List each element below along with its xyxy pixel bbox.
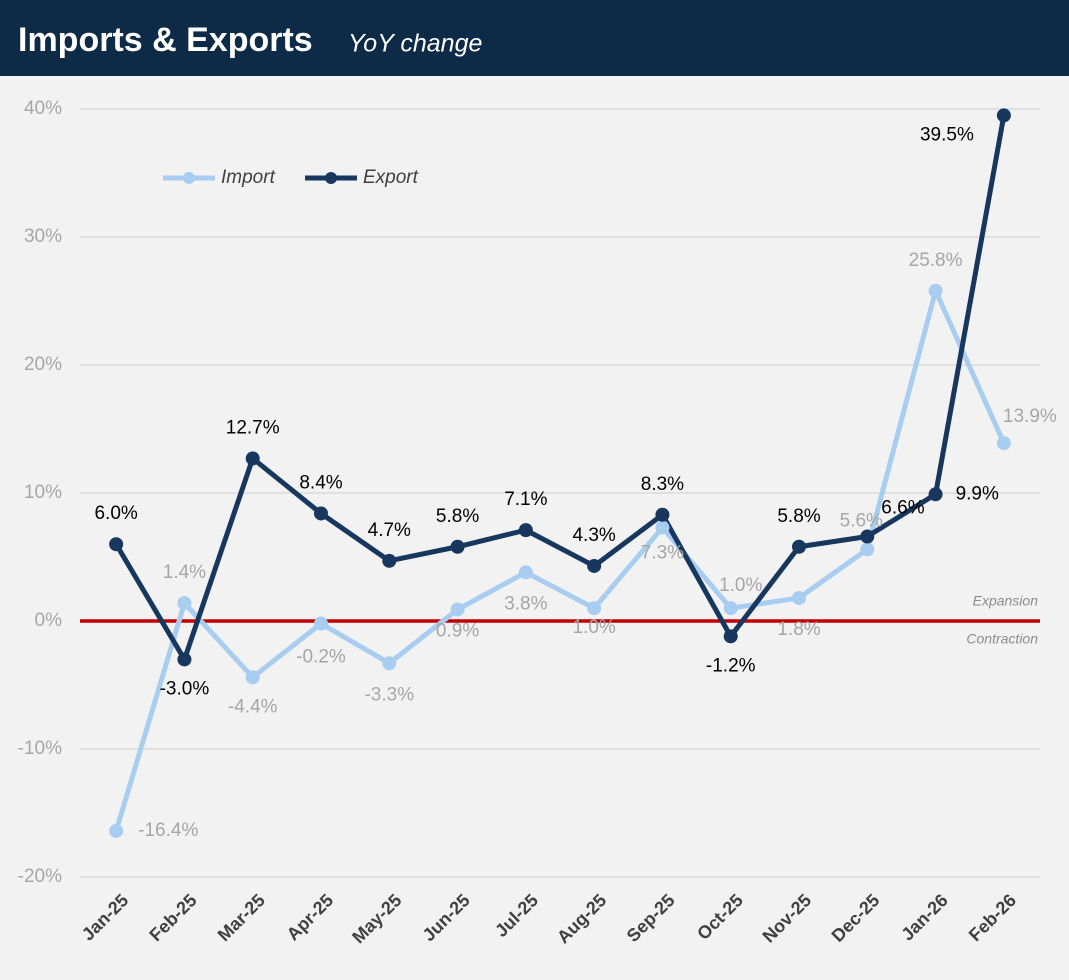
y-tick-label: 0%	[35, 610, 63, 631]
data-point	[518, 523, 533, 538]
data-point	[587, 601, 602, 616]
data-label: 7.1%	[504, 489, 547, 510]
data-label: 6.6%	[881, 498, 924, 519]
data-label: 1.4%	[163, 562, 206, 583]
series-line	[113, 114, 1007, 662]
data-label: 1.0%	[572, 617, 615, 638]
data-point	[792, 539, 806, 554]
data-label: -0.2%	[296, 647, 346, 668]
data-label: 8.3%	[641, 474, 684, 495]
data-point	[723, 601, 738, 616]
chart-title: Imports & Exports	[18, 21, 313, 59]
data-label: 6.0%	[94, 503, 137, 524]
y-tick-label: 20%	[24, 354, 62, 375]
data-point	[996, 108, 1011, 123]
data-label: 1.8%	[777, 619, 820, 640]
data-point	[109, 823, 124, 838]
data-point	[382, 656, 397, 671]
series-line	[113, 288, 1007, 832]
chart-subtitle: YoY change	[348, 30, 482, 58]
y-tick-label: 40%	[24, 98, 62, 119]
data-point	[177, 596, 192, 611]
header	[0, 0, 1069, 76]
data-point	[314, 506, 328, 521]
data-point	[792, 590, 806, 605]
data-label: 9.9%	[956, 483, 999, 504]
data-point	[928, 283, 943, 298]
data-point	[928, 487, 943, 502]
data-point	[382, 553, 397, 568]
data-label: -16.4%	[138, 820, 198, 841]
data-point	[860, 542, 875, 557]
legend-label: Import	[221, 167, 276, 188]
data-label: 4.3%	[572, 525, 615, 546]
data-label: 4.7%	[368, 520, 411, 541]
data-label: 13.9%	[1003, 406, 1057, 427]
y-tick-label: -20%	[18, 866, 62, 887]
legend-marker	[183, 172, 195, 184]
data-label: -3.0%	[160, 678, 210, 699]
data-label: 8.4%	[299, 472, 342, 493]
data-point	[860, 529, 875, 544]
data-point	[450, 602, 465, 617]
data-point	[109, 537, 124, 552]
data-label: 5.8%	[436, 506, 479, 527]
data-label: 5.6%	[840, 510, 883, 531]
data-point	[245, 451, 260, 466]
data-point	[518, 565, 533, 580]
data-point	[450, 539, 465, 554]
data-point	[655, 520, 670, 535]
annotation: Expansion	[973, 593, 1039, 609]
data-point	[245, 670, 260, 685]
data-label: -3.3%	[364, 684, 414, 705]
data-label: 7.3%	[641, 543, 684, 564]
data-point	[314, 616, 328, 631]
data-point	[996, 436, 1011, 451]
data-label: 3.8%	[504, 593, 547, 614]
data-label: 0.9%	[436, 620, 479, 641]
data-point	[655, 507, 670, 522]
data-point	[723, 629, 738, 644]
data-point	[177, 652, 192, 667]
data-label: -1.2%	[706, 655, 756, 676]
data-label: 12.7%	[226, 417, 280, 438]
data-label: 1.0%	[719, 575, 762, 596]
legend-marker	[325, 172, 337, 184]
data-label: 25.8%	[909, 250, 963, 271]
legend-label: Export	[363, 167, 419, 188]
y-tick-label: 10%	[24, 482, 62, 503]
y-tick-label: -10%	[18, 738, 62, 759]
data-point	[587, 558, 602, 573]
annotation: Contraction	[966, 631, 1038, 647]
data-label: 39.5%	[920, 124, 974, 145]
y-tick-label: 30%	[24, 226, 62, 247]
data-label: -4.4%	[228, 696, 278, 717]
data-label: 5.8%	[777, 506, 820, 527]
